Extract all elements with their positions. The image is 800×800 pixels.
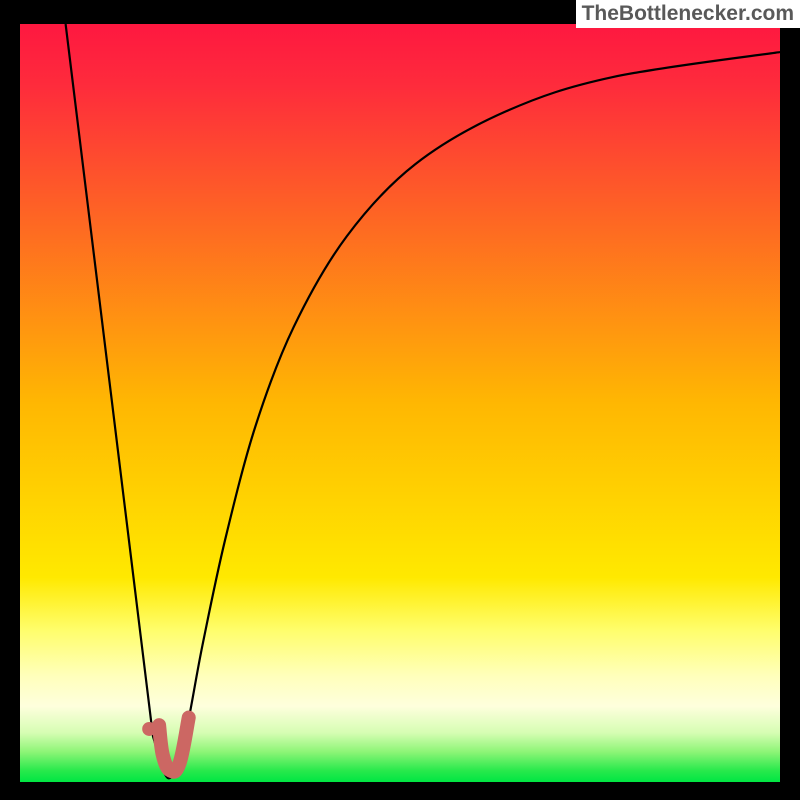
watermark-label: TheBottlenecker.com [576, 0, 800, 28]
watermark-text: TheBottlenecker.com [582, 2, 794, 25]
bottleneck-chart-container: TheBottlenecker.com [0, 0, 800, 800]
chart-background [20, 24, 780, 782]
bottleneck-chart [0, 0, 800, 800]
